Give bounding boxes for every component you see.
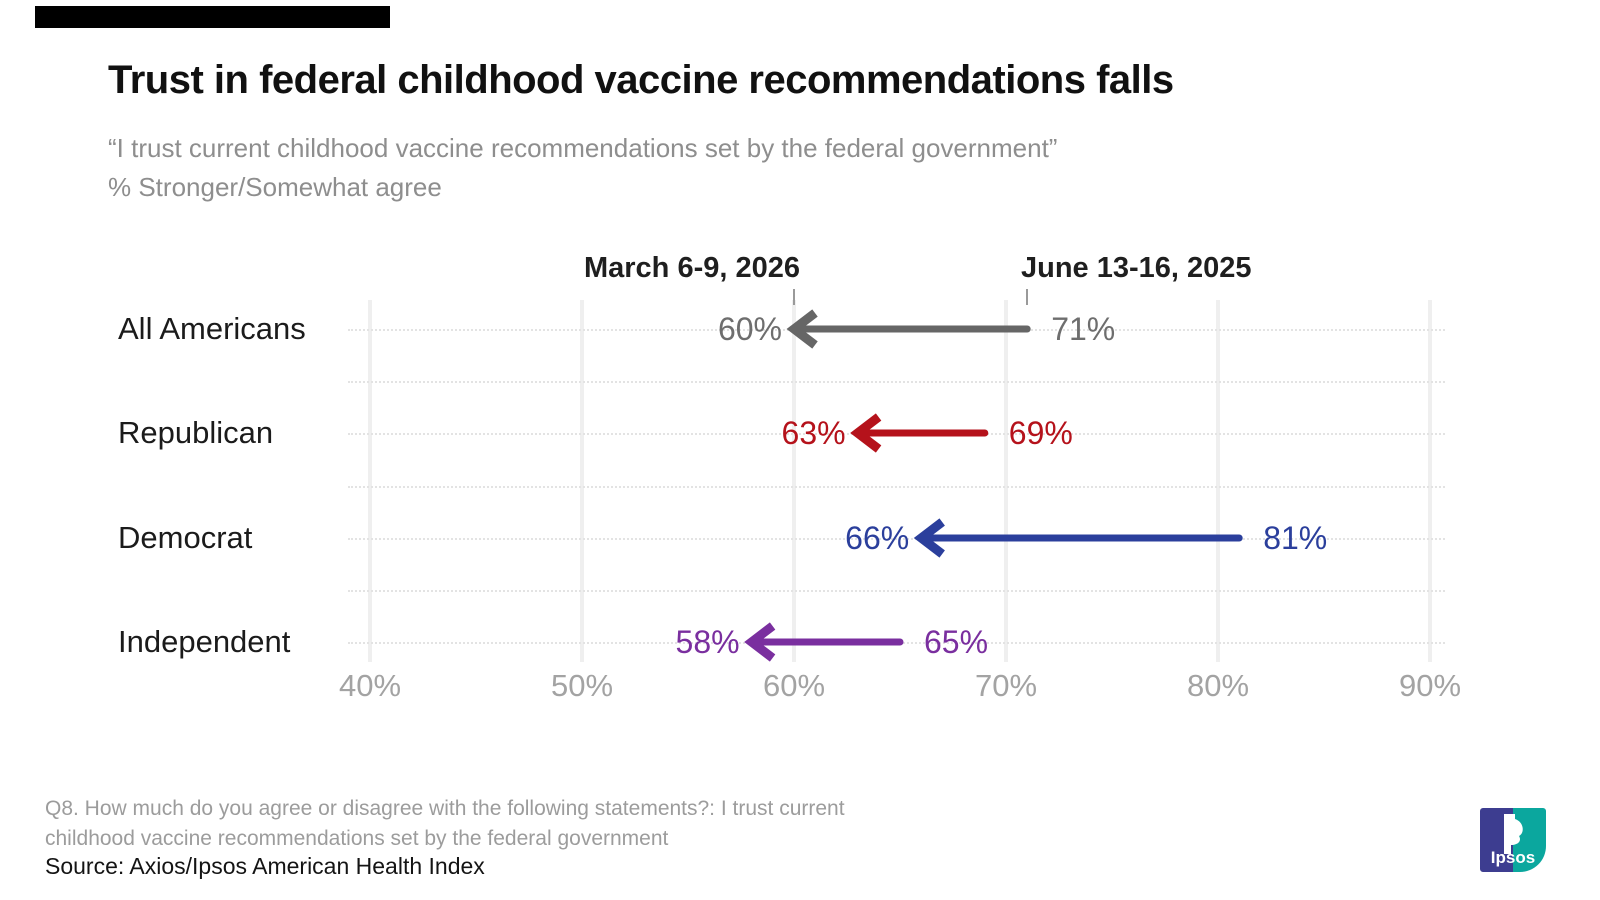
x-axis-label-60: 60%	[762, 668, 826, 703]
category-label-republican: Republican	[118, 415, 274, 450]
new-value-label-all-americans: 60%	[717, 311, 782, 347]
column-header-june-2025: June 13-16, 2025	[1021, 252, 1252, 284]
gridline-90	[1428, 300, 1432, 662]
gridline-70	[1004, 300, 1008, 662]
chart-subtitle-metric: % Stronger/Somewhat agree	[108, 172, 442, 202]
new-value-label-independent: 58%	[675, 624, 740, 660]
old-value-label-democrat: 81%	[1263, 520, 1328, 556]
row-guide-line	[348, 642, 1445, 645]
new-value-label-republican: 63%	[781, 415, 846, 451]
x-axis-label-90: 90%	[1398, 668, 1462, 703]
row-guide-line	[348, 433, 1445, 436]
x-axis-label-50: 50%	[550, 668, 614, 703]
header-anchor-tick-1	[1026, 289, 1029, 305]
old-value-label-republican: 69%	[1008, 415, 1073, 451]
row-guide-line	[348, 329, 1445, 331]
gridline-40	[368, 300, 372, 662]
old-value-label-independent: 65%	[924, 624, 989, 660]
category-label-democrat: Democrat	[118, 520, 253, 555]
chart-subtitle-question: “I trust current childhood vaccine recom…	[108, 133, 1058, 163]
x-axis-label-70: 70%	[974, 668, 1038, 703]
row-guide-line	[348, 589, 1445, 592]
source-line: Source: Axios/Ipsos American Health Inde…	[45, 853, 485, 879]
gridline-80	[1216, 300, 1220, 662]
category-label-all-americans: All Americans	[118, 311, 306, 346]
new-value-label-democrat: 66%	[845, 520, 910, 556]
x-axis-label-80: 80%	[1186, 668, 1250, 703]
row-guide-line	[348, 537, 1445, 540]
gridline-60	[792, 300, 796, 662]
ipsos-logo: Ipsos	[1480, 808, 1546, 872]
header-anchor-tick-0	[793, 289, 795, 305]
x-axis-label-40: 40%	[338, 668, 402, 703]
ipsos-logo-text: Ipsos	[1490, 848, 1536, 867]
gridline-50	[580, 300, 584, 662]
category-label-independent: Independent	[118, 624, 291, 659]
row-guide-line	[348, 381, 1445, 384]
ipsos-face-icon	[1504, 814, 1523, 854]
row-guide-line	[348, 485, 1445, 488]
old-value-label-all-americans: 71%	[1051, 311, 1116, 347]
column-header-march-2026: March 6-9, 2026	[583, 252, 800, 284]
top-accent-bar	[35, 6, 390, 28]
chart-title: Trust in federal childhood vaccine recom…	[108, 58, 1174, 102]
footnote-line-2: childhood vaccine recommendations set by…	[45, 827, 669, 850]
footnote-line-1: Q8. How much do you agree or disagree wi…	[45, 797, 845, 820]
